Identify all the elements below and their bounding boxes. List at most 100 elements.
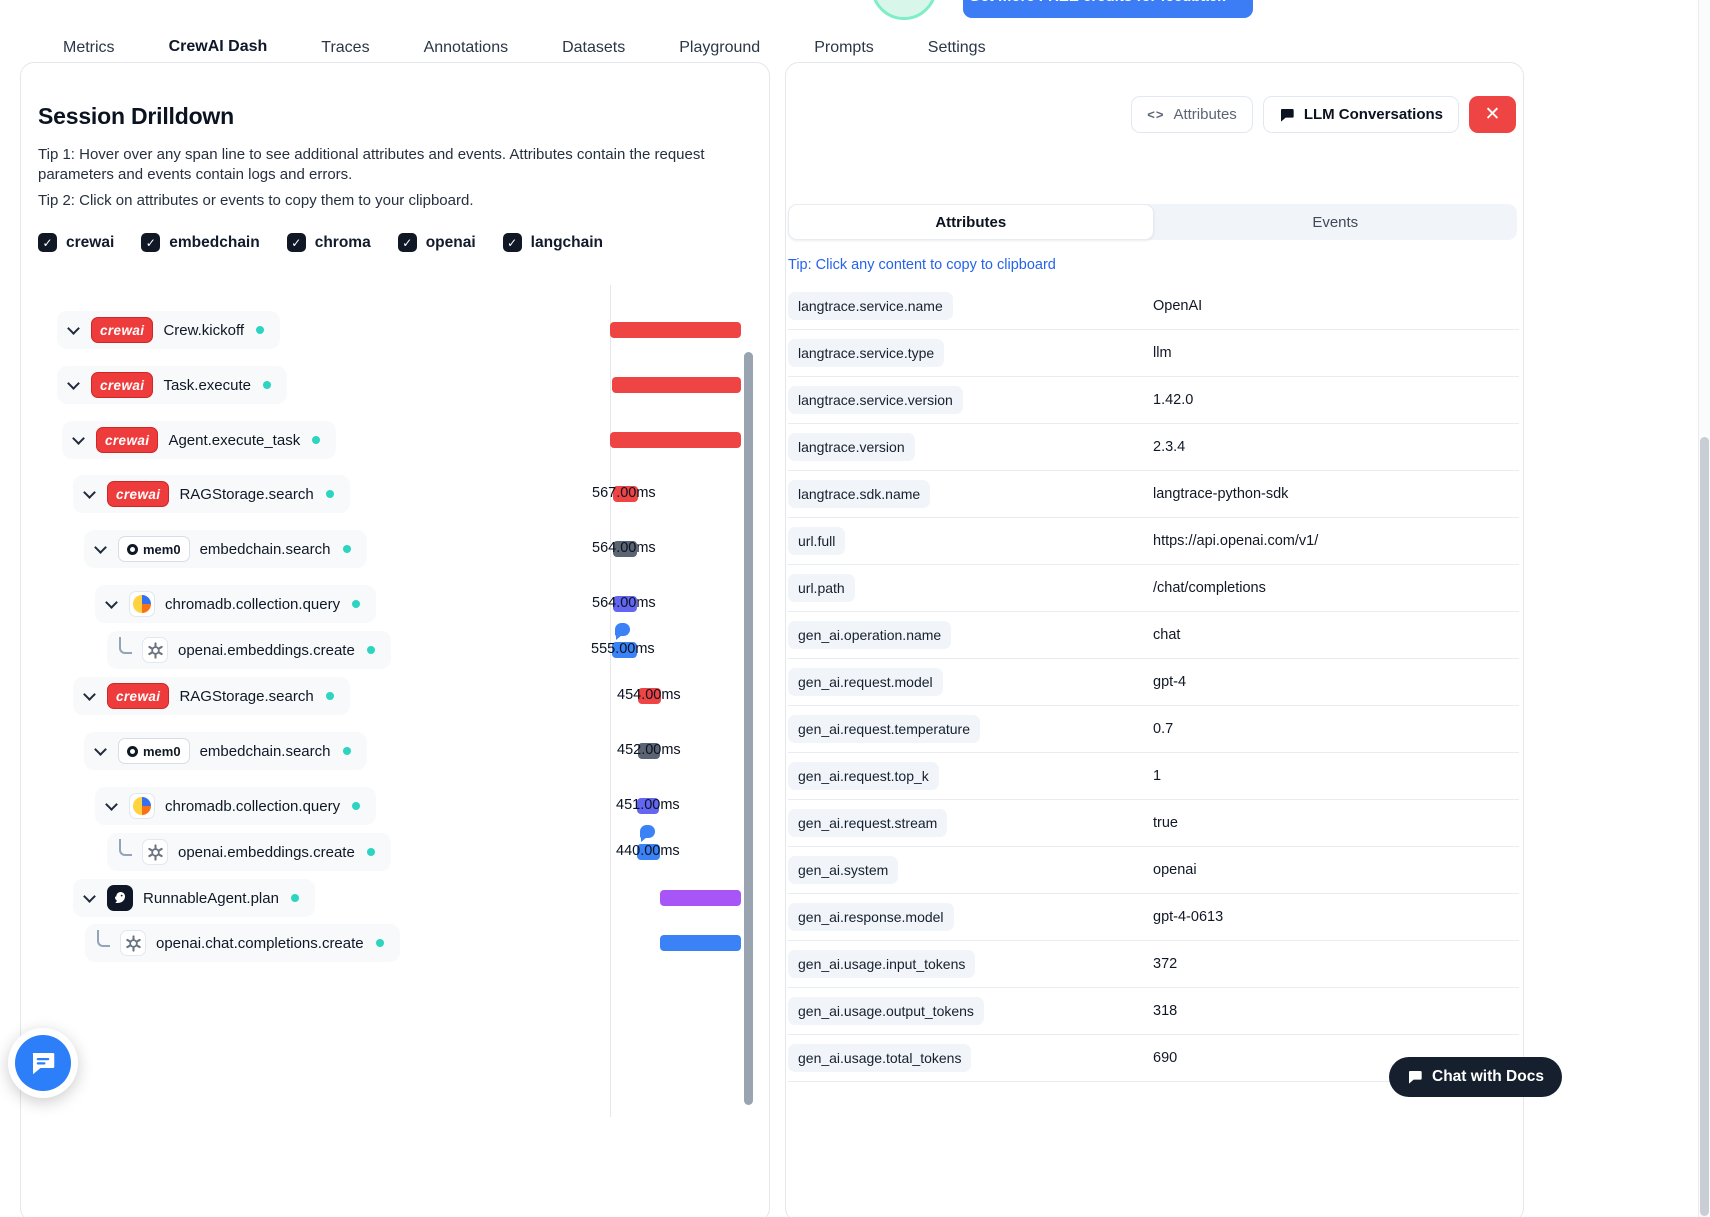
span-chip[interactable]: openai.embeddings.create bbox=[107, 833, 391, 871]
span-chip[interactable]: mem0 embedchain.search bbox=[84, 732, 367, 770]
credits-button[interactable]: Get more FREE credits for feedback >> bbox=[963, 0, 1253, 18]
span-chip[interactable]: crewai Task.execute bbox=[57, 366, 287, 404]
attribute-key[interactable]: url.path bbox=[788, 574, 855, 602]
attribute-value[interactable]: openai bbox=[1153, 862, 1197, 878]
attribute-key[interactable]: langtrace.sdk.name bbox=[788, 480, 931, 508]
span-chip[interactable]: crewai RAGStorage.search bbox=[73, 677, 350, 715]
attribute-value[interactable]: 318 bbox=[1153, 1003, 1178, 1019]
span-chip[interactable]: crewai Agent.execute_task bbox=[62, 421, 337, 459]
chevron-down-icon[interactable] bbox=[94, 743, 107, 756]
attribute-key[interactable]: langtrace.version bbox=[788, 433, 915, 461]
timeline-bar[interactable] bbox=[610, 322, 741, 338]
chevron-down-icon[interactable] bbox=[72, 432, 85, 445]
tab-prompts[interactable]: Prompts bbox=[787, 26, 901, 70]
span-chip[interactable]: crewai Crew.kickoff bbox=[57, 311, 281, 349]
attribute-value[interactable]: OpenAI bbox=[1153, 298, 1203, 314]
timeline-bar[interactable] bbox=[637, 798, 659, 814]
timeline-bar[interactable] bbox=[613, 541, 637, 557]
timeline-bar[interactable] bbox=[613, 596, 637, 612]
attribute-key[interactable]: gen_ai.request.temperature bbox=[788, 715, 980, 743]
chat-widget-button[interactable] bbox=[8, 1028, 78, 1098]
attribute-key[interactable]: gen_ai.usage.input_tokens bbox=[788, 950, 976, 978]
filter-embedchain[interactable]: embedchain bbox=[141, 233, 260, 252]
span-chip[interactable]: openai.chat.completions.create bbox=[85, 924, 400, 962]
tab-attributes[interactable]: Attributes bbox=[788, 204, 1154, 240]
tab-datasets[interactable]: Datasets bbox=[535, 26, 652, 70]
tab-traces[interactable]: Traces bbox=[294, 26, 396, 70]
tab-playground[interactable]: Playground bbox=[652, 26, 787, 70]
attribute-value[interactable]: true bbox=[1153, 815, 1178, 831]
timeline-bar[interactable] bbox=[612, 377, 741, 393]
attribute-key[interactable]: url.full bbox=[788, 527, 846, 555]
span-chip[interactable]: mem0 embedchain.search bbox=[84, 530, 367, 568]
span-chip[interactable]: openai.embeddings.create bbox=[107, 631, 391, 669]
chevron-down-icon[interactable] bbox=[67, 322, 80, 335]
chevron-down-icon[interactable] bbox=[67, 377, 80, 390]
attribute-value[interactable]: gpt-4-0613 bbox=[1153, 909, 1224, 925]
checkbox-embedchain[interactable] bbox=[141, 233, 161, 252]
attribute-value[interactable]: llm bbox=[1153, 345, 1172, 361]
timeline-bar[interactable] bbox=[612, 642, 637, 658]
attribute-key[interactable]: gen_ai.request.top_k bbox=[788, 762, 939, 790]
checkbox-crewai[interactable] bbox=[38, 233, 57, 252]
filter-chroma[interactable]: chroma bbox=[286, 233, 371, 252]
span-chip[interactable]: crewai RAGStorage.search bbox=[73, 475, 350, 513]
tab-settings[interactable]: Settings bbox=[901, 26, 1013, 70]
chevron-down-icon[interactable] bbox=[94, 541, 107, 554]
tree-scrollbar[interactable] bbox=[744, 352, 753, 1105]
attribute-key[interactable]: gen_ai.usage.output_tokens bbox=[788, 997, 984, 1025]
filter-crewai[interactable]: crewai bbox=[38, 233, 114, 252]
attribute-row: url.path/chat/completions bbox=[788, 565, 1519, 612]
timeline-bar[interactable] bbox=[613, 486, 638, 502]
chevron-down-icon[interactable] bbox=[83, 486, 96, 499]
filter-openai[interactable]: openai bbox=[397, 233, 476, 252]
chevron-down-icon[interactable] bbox=[83, 890, 96, 903]
attribute-value[interactable]: /chat/completions bbox=[1153, 580, 1266, 596]
attributes-toggle-button[interactable]: <> Attributes bbox=[1131, 96, 1253, 133]
window-scrollbar-thumb[interactable] bbox=[1700, 437, 1709, 1216]
timeline-bar[interactable] bbox=[610, 432, 741, 448]
attribute-value[interactable]: 1.42.0 bbox=[1153, 392, 1194, 408]
attribute-key[interactable]: langtrace.service.name bbox=[788, 292, 953, 320]
chevron-down-icon[interactable] bbox=[83, 688, 96, 701]
tab-events[interactable]: Events bbox=[1312, 213, 1359, 231]
attribute-value[interactable]: gpt-4 bbox=[1153, 674, 1187, 690]
attribute-value[interactable]: 2.3.4 bbox=[1153, 439, 1186, 455]
attribute-key[interactable]: gen_ai.system bbox=[788, 856, 899, 884]
attribute-value[interactable]: chat bbox=[1153, 627, 1181, 643]
checkbox-openai[interactable] bbox=[397, 233, 417, 252]
timeline-bar[interactable] bbox=[638, 743, 660, 759]
chat-with-docs-button[interactable]: Chat with Docs bbox=[1389, 1057, 1562, 1097]
attribute-key[interactable]: langtrace.service.version bbox=[788, 386, 963, 414]
timeline-bar[interactable] bbox=[637, 844, 660, 860]
span-chip[interactable]: RunnableAgent.plan bbox=[73, 879, 315, 917]
attribute-value[interactable]: 372 bbox=[1153, 956, 1178, 972]
avatar[interactable] bbox=[871, 0, 937, 20]
close-button[interactable]: ✕ bbox=[1469, 96, 1516, 133]
span-chip[interactable]: chromadb.collection.query bbox=[95, 787, 377, 825]
attribute-value[interactable]: langtrace-python-sdk bbox=[1153, 486, 1289, 502]
tab-annotations[interactable]: Annotations bbox=[397, 26, 536, 70]
attribute-key[interactable]: gen_ai.usage.total_tokens bbox=[788, 1044, 972, 1072]
timeline-bar[interactable] bbox=[638, 688, 661, 704]
attribute-key[interactable]: langtrace.service.type bbox=[788, 339, 945, 367]
attribute-value[interactable]: 690 bbox=[1153, 1050, 1178, 1066]
checkbox-chroma[interactable] bbox=[286, 233, 306, 252]
span-chip[interactable]: chromadb.collection.query bbox=[95, 585, 377, 623]
attribute-key[interactable]: gen_ai.response.model bbox=[788, 903, 954, 931]
checkbox-langchain[interactable] bbox=[502, 233, 522, 252]
attribute-value[interactable]: https://api.openai.com/v1/ bbox=[1153, 533, 1319, 549]
attribute-key[interactable]: gen_ai.request.stream bbox=[788, 809, 948, 837]
tab-metrics[interactable]: Metrics bbox=[36, 26, 142, 70]
attribute-value[interactable]: 0.7 bbox=[1153, 721, 1174, 737]
timeline-gridline bbox=[610, 285, 611, 1117]
llm-conversations-button[interactable]: LLM Conversations bbox=[1262, 96, 1459, 133]
chevron-down-icon[interactable] bbox=[105, 596, 118, 609]
filter-langchain[interactable]: langchain bbox=[502, 233, 603, 252]
attribute-key[interactable]: gen_ai.request.model bbox=[788, 668, 943, 696]
attribute-key[interactable]: gen_ai.operation.name bbox=[788, 621, 952, 649]
chevron-down-icon[interactable] bbox=[105, 798, 118, 811]
attribute-value[interactable]: 1 bbox=[1153, 768, 1162, 784]
timeline-bar[interactable] bbox=[660, 890, 741, 906]
timeline-bar[interactable] bbox=[660, 935, 741, 951]
